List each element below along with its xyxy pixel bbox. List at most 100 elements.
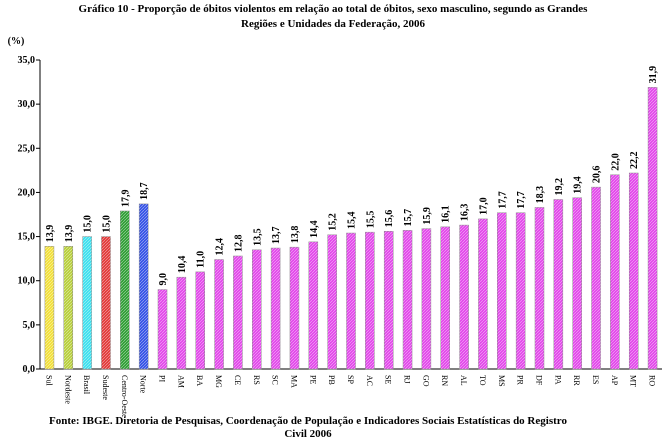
bar-hatch: [120, 210, 130, 369]
bar-hatch: [516, 212, 526, 369]
bar-hatch: [176, 277, 186, 369]
bar-hatch: [440, 226, 450, 369]
y-tick-label: 10,0: [18, 276, 36, 287]
value-label: 18,3: [535, 186, 546, 204]
value-label: 15,2: [328, 213, 339, 231]
x-tick-label: Norte: [139, 375, 148, 394]
source: Fonte: IBGE. Diretoria de Pesquisas, Coo…: [49, 415, 567, 427]
bar-hatch: [82, 236, 92, 369]
bar-hatch: [553, 199, 563, 369]
bar-hatch: [308, 241, 318, 369]
value-label: 18,7: [139, 182, 150, 200]
value-label: 15,6: [384, 210, 395, 228]
x-tick-label: PB: [327, 375, 336, 385]
x-tick-label: PA: [553, 375, 562, 385]
bar-hatch: [629, 173, 639, 369]
y-tick-label: 15,0: [18, 232, 36, 243]
value-label: 19,2: [554, 178, 565, 196]
bar-hatch: [158, 289, 168, 369]
value-label: 31,9: [648, 66, 659, 84]
bar-hatch: [403, 230, 413, 369]
x-tick-label: TO: [478, 375, 487, 386]
x-tick-label: SP: [346, 375, 355, 384]
x-tick-label: PR: [516, 375, 525, 385]
bar-hatch: [63, 246, 73, 369]
value-label: 22,0: [610, 153, 621, 171]
x-tick-label: RJ: [403, 375, 412, 383]
x-tick-label: PI: [158, 375, 167, 382]
bar-hatch: [271, 248, 281, 369]
x-tick-label: PE: [308, 375, 317, 384]
value-label: 13,9: [45, 225, 56, 243]
x-tick-label: Nordeste: [63, 375, 72, 404]
value-label: 10,4: [177, 256, 188, 274]
bar-hatch: [346, 233, 356, 369]
y-tick-label: 0,0: [23, 364, 36, 375]
value-label: 15,4: [347, 212, 358, 230]
x-tick-label: RN: [440, 375, 449, 386]
bar-hatch: [534, 207, 544, 369]
x-tick-label: AM: [176, 375, 185, 388]
bar-hatch: [591, 187, 601, 369]
bar-hatch: [195, 271, 205, 369]
x-tick-label: MT: [629, 375, 638, 387]
value-label: 15,0: [83, 215, 94, 233]
value-label: 14,4: [309, 220, 320, 238]
value-label: 20,6: [592, 166, 603, 184]
x-tick-label: RS: [252, 375, 261, 385]
value-label: 22,2: [629, 152, 640, 170]
value-label: 19,4: [573, 176, 584, 194]
bar-hatch: [44, 246, 54, 369]
x-tick-label: CE: [233, 375, 242, 385]
bar-hatch: [327, 234, 337, 369]
x-tick-label: RR: [572, 375, 581, 386]
y-axis-label: (%): [8, 36, 25, 47]
bar-hatch: [421, 228, 431, 369]
value-label: 13,9: [64, 225, 75, 243]
bar-hatch: [214, 259, 224, 369]
value-label: 17,7: [497, 191, 508, 209]
value-label: 13,8: [290, 226, 301, 244]
value-label: 16,1: [441, 205, 452, 223]
x-tick-label: Sul: [44, 375, 53, 386]
value-label: 17,0: [478, 197, 489, 215]
y-tick-label: 35,0: [18, 55, 36, 66]
x-tick-label: RO: [648, 375, 657, 386]
x-tick-label: DF: [534, 375, 543, 386]
value-label: 15,7: [403, 209, 414, 227]
x-tick-label: Sudeste: [101, 375, 110, 400]
bar-hatch: [139, 203, 149, 369]
value-label: 13,7: [271, 227, 282, 245]
x-tick-label: AL: [459, 375, 468, 386]
value-label: 9,0: [158, 273, 169, 286]
bar-hatch: [459, 225, 469, 369]
bar-hatch: [384, 231, 394, 369]
x-tick-label: ES: [591, 375, 600, 384]
x-tick-label: AP: [610, 375, 619, 386]
bar-hatch: [610, 174, 620, 369]
chart-title: Gráfico 10 - Proporção de óbitos violent…: [79, 3, 589, 15]
y-tick-label: 20,0: [18, 187, 36, 198]
x-tick-label: MS: [497, 375, 506, 387]
x-tick-label: AC: [365, 375, 374, 386]
y-tick-label: 25,0: [18, 143, 36, 154]
value-label: 12,4: [215, 238, 226, 256]
bar-hatch: [497, 212, 507, 369]
x-tick-label: SC: [271, 375, 280, 385]
bar-hatch: [478, 218, 488, 369]
chart-title: Regiões e Unidades da Federação, 2006: [241, 18, 425, 30]
value-label: 15,0: [101, 215, 112, 233]
x-tick-label: BA: [195, 375, 204, 386]
x-tick-label: SE: [384, 375, 393, 384]
bar-hatch: [233, 255, 243, 369]
source: Civil 2006: [284, 428, 332, 440]
value-label: 13,5: [252, 228, 263, 246]
bar-hatch: [648, 87, 658, 370]
value-label: 15,9: [422, 207, 433, 225]
x-tick-label: MA: [289, 375, 298, 388]
bar-hatch: [365, 232, 375, 369]
value-label: 16,3: [460, 204, 471, 222]
value-label: 12,8: [233, 234, 244, 252]
x-tick-label: Centro-Oeste: [120, 375, 129, 418]
